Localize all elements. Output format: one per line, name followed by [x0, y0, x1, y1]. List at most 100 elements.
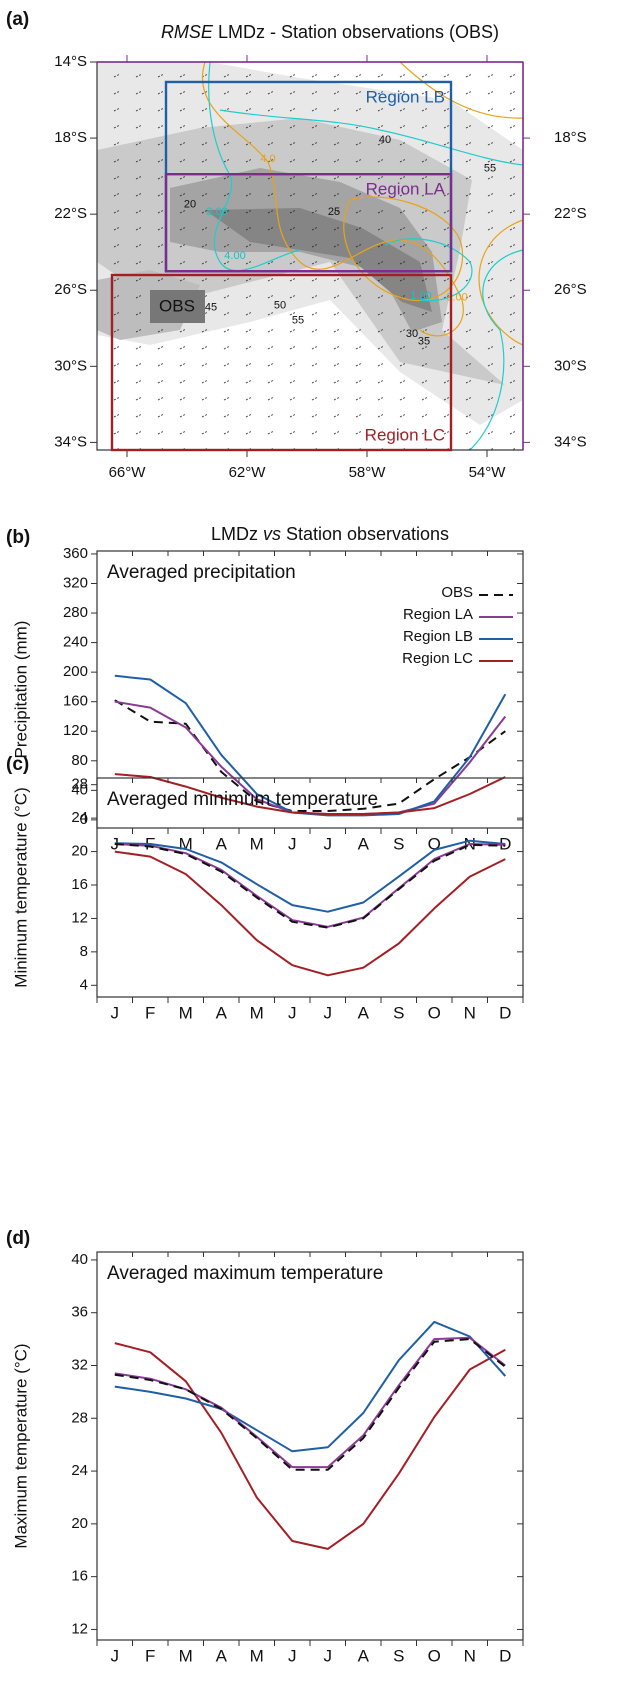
plot-frame: [96, 1251, 524, 1641]
contour-label: 3.00: [206, 206, 227, 218]
x-tick-label: M: [250, 1003, 264, 1022]
contour-label: 55: [292, 315, 304, 327]
series-line: [114, 839, 506, 913]
contour-label: 1.00: [410, 290, 431, 302]
x-tick-label: J: [288, 1003, 297, 1022]
contour-label: 25: [328, 206, 340, 218]
station-box: [150, 290, 205, 323]
series-line: [114, 1336, 506, 1469]
x-tick-label: A: [216, 1003, 228, 1022]
map-shading: [97, 62, 523, 450]
x-tick-label: A: [358, 834, 370, 853]
x-tick-label: A: [216, 834, 228, 853]
y-tick-label: 200: [63, 663, 88, 680]
x-tick-label: S: [393, 834, 404, 853]
x-tick-label: J: [111, 1646, 120, 1665]
region-label: Region LB: [366, 87, 445, 106]
y-tick-label: 80: [71, 752, 88, 769]
series-line: [114, 843, 506, 928]
subtitle: Averaged maximum temperature: [107, 1263, 383, 1284]
y-tick-label: 4: [80, 976, 88, 993]
region-label: Region LC: [365, 425, 445, 444]
contour-label: 4.00: [224, 250, 245, 262]
y-tick-label: 18°S: [54, 129, 87, 146]
y-tick-label: 16: [71, 1568, 88, 1585]
title-part: RMSE: [161, 22, 214, 42]
x-tick-label: A: [358, 1003, 370, 1022]
series-line: [114, 843, 506, 929]
y-tick-label: 320: [63, 574, 88, 591]
contour-label: 40: [379, 134, 391, 146]
y-axis-label: Maximum temperature (°C): [11, 1343, 30, 1548]
y-axis-label: Precipitation (mm): [11, 621, 30, 759]
y2-tick-label: 26°S: [554, 281, 587, 298]
y-tick-label: 280: [63, 604, 88, 621]
y-tick-label: 240: [63, 634, 88, 651]
y-tick-label: 120: [63, 722, 88, 739]
y-tick-label: 36: [71, 1304, 88, 1321]
contour-label: 30: [406, 328, 418, 340]
contour-label: 35: [418, 335, 430, 347]
y-tick-label: 360: [63, 545, 88, 562]
y-tick-label: 14°S: [54, 53, 87, 70]
x-tick-label: F: [145, 1646, 155, 1665]
region-box: [110, 273, 453, 452]
series-line: [114, 1338, 506, 1471]
x-tick-label: J: [324, 1003, 333, 1022]
y-tick-label: 22°S: [54, 205, 87, 222]
title: RMSE LMDz - Station observations (OBS): [161, 22, 499, 42]
x-tick-label: O: [428, 1646, 441, 1665]
x-tick-label: J: [288, 1646, 297, 1665]
legend-label: Region LB: [403, 628, 473, 645]
contour-label: 4.0: [260, 153, 275, 165]
contour-label: 3.00: [446, 292, 467, 304]
title-part: Station observations: [286, 524, 449, 544]
y-tick-label: 0: [80, 811, 88, 828]
region-label: Region LA: [366, 180, 446, 199]
x-tick-label: 54°W: [469, 464, 507, 481]
panel-label: (a): [6, 9, 29, 30]
title-part: LMDz: [211, 524, 258, 544]
x-tick-label: 66°W: [109, 464, 147, 481]
y2-tick-label: 34°S: [554, 433, 587, 450]
legend-label: Region LA: [403, 606, 473, 623]
y-tick-label: 30°S: [54, 357, 87, 374]
x-tick-label: A: [216, 1646, 228, 1665]
x-tick-label: N: [464, 1003, 476, 1022]
y-tick-label: 26°S: [54, 281, 87, 298]
x-tick-label: N: [464, 1646, 476, 1665]
y-tick-label: 34°S: [54, 433, 87, 450]
x-tick-label: J: [111, 1003, 120, 1022]
contour-label: 45: [205, 301, 217, 313]
y2-tick-label: 22°S: [554, 205, 587, 222]
contour-label: 50: [274, 299, 286, 311]
x-tick-label: M: [179, 1646, 193, 1665]
title: LMDz vs Station observations: [211, 524, 449, 544]
x-tick-label: M: [250, 834, 264, 853]
x-tick-label: 62°W: [229, 464, 267, 481]
x-tick-label: S: [393, 1646, 404, 1665]
y-axis-label: Minimum temperature (°C): [11, 787, 30, 987]
series-line: [114, 1320, 507, 1453]
x-tick-label: J: [288, 834, 297, 853]
x-tick-label: S: [393, 1003, 404, 1022]
y-tick-label: 12: [71, 1620, 88, 1637]
series-line: [114, 773, 506, 815]
title-part: LMDz - Station observations (OBS): [218, 22, 499, 42]
legend-label: OBS: [441, 584, 473, 601]
panel-label: (b): [6, 527, 30, 548]
y-tick-label: 160: [63, 693, 88, 710]
x-tick-label: J: [111, 834, 120, 853]
y-tick-label: 24: [71, 809, 88, 826]
y-tick-label: 8: [80, 943, 88, 960]
x-tick-label: O: [428, 1003, 441, 1022]
x-tick-label: M: [250, 1646, 264, 1665]
subtitle: Averaged precipitation: [107, 562, 296, 583]
series-line: [114, 699, 506, 812]
series-line: [114, 850, 506, 977]
y-tick-label: 20: [71, 1515, 88, 1532]
y-tick-label: 16: [71, 876, 88, 893]
panel-label: (c): [6, 754, 29, 775]
